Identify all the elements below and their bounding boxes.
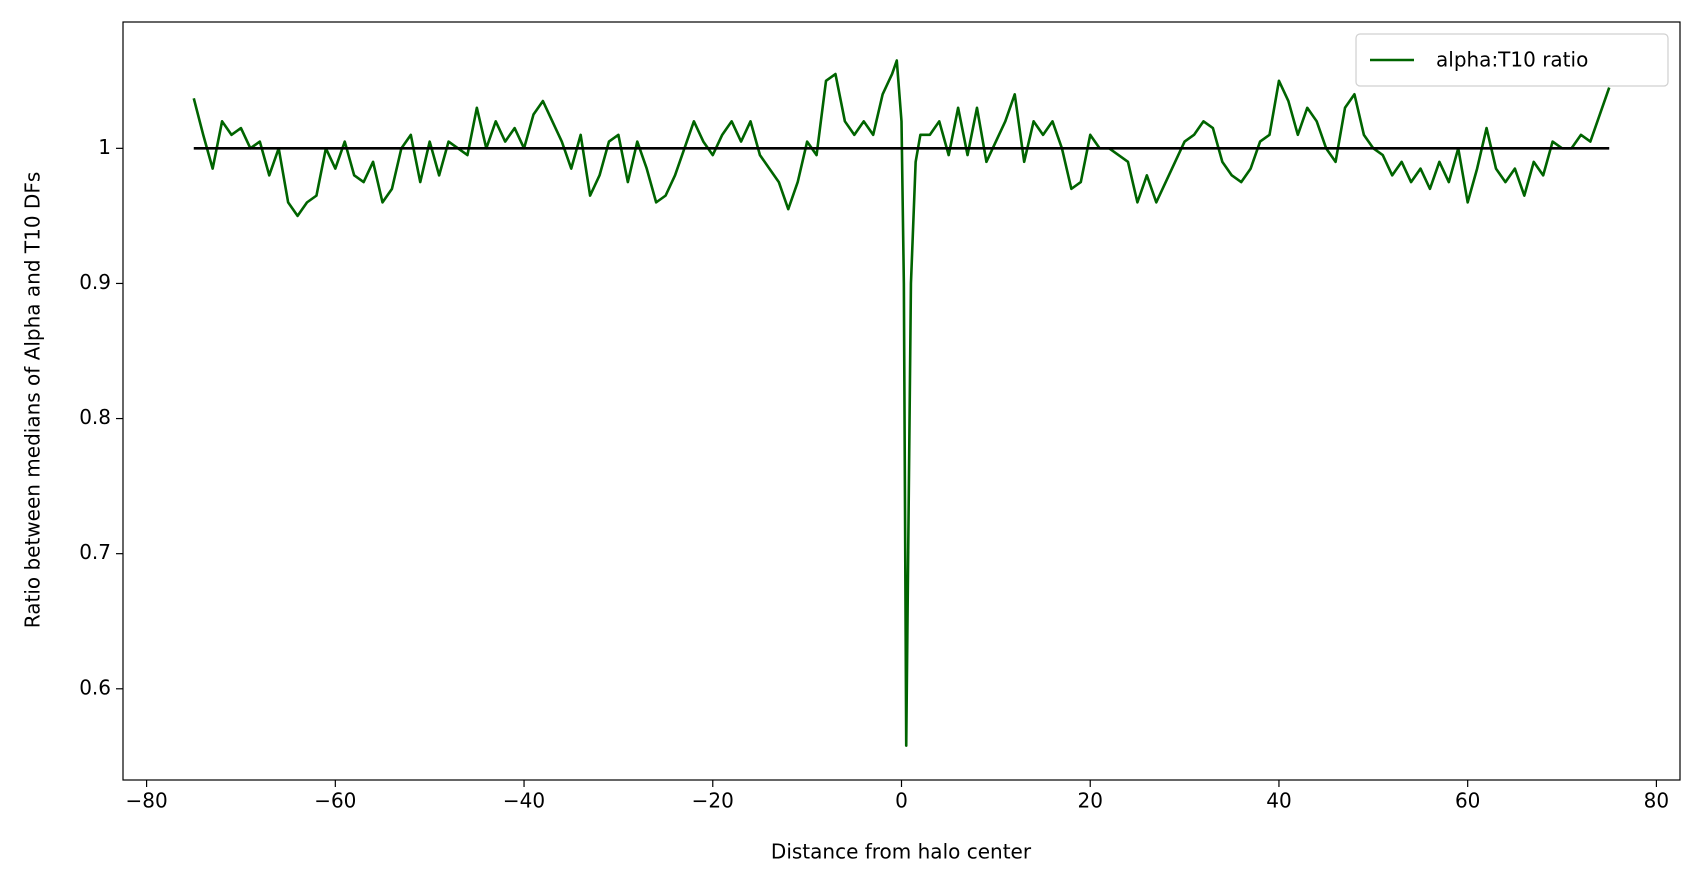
x-tick-label: 40 xyxy=(1266,789,1291,813)
y-axis-label: Ratio between medians of Alpha and T10 D… xyxy=(21,172,45,628)
legend-label: alpha:T10 ratio xyxy=(1436,48,1588,72)
y-tick-label: 1 xyxy=(98,135,111,159)
x-tick-label: 20 xyxy=(1078,789,1103,813)
x-tick-label: −80 xyxy=(125,789,167,813)
plot-frame xyxy=(122,21,1681,781)
y-tick-label: 0.8 xyxy=(79,405,111,429)
x-tick-label: −20 xyxy=(692,789,734,813)
x-tick-label: 0 xyxy=(895,789,908,813)
x-tick-label: −40 xyxy=(503,789,545,813)
y-tick-label: 0.9 xyxy=(79,270,111,294)
x-tick-label: 60 xyxy=(1455,789,1480,813)
y-tick-label: 0.7 xyxy=(79,540,111,564)
legend-box xyxy=(1355,33,1669,87)
y-tick-label: 0.6 xyxy=(79,675,111,699)
x-axis-label: Distance from halo center xyxy=(771,840,1032,864)
x-tick-label: 80 xyxy=(1644,789,1669,813)
data-line xyxy=(192,59,1611,747)
x-tick-label: −60 xyxy=(314,789,356,813)
